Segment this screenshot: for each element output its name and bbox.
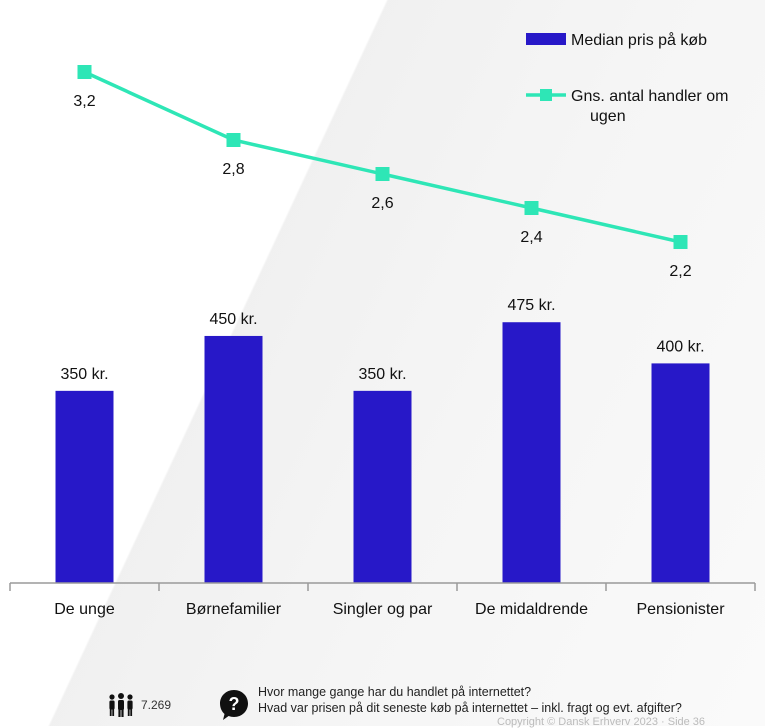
line-labels: 3,2 2,8 2,6 2,4 2,2 [73,93,691,280]
line-value-label: 2,4 [520,229,542,246]
bar-value-label: 475 kr. [507,297,555,314]
bar [353,390,412,583]
bar [651,363,710,583]
bar [55,390,114,583]
combo-chart: 350 kr. 450 kr. 350 kr. 475 kr. 400 kr. De u… [9,31,756,618]
bar-labels: 350 kr. 450 kr. 350 kr. 475 kr. 400 kr. [60,297,704,383]
line-marker [375,167,390,181]
bar-value-label: 450 kr. [209,311,257,328]
x-axis-ticks [9,583,756,591]
copyright-text: Copyright © Dansk Erhverv 2023 · Side 36 [497,716,706,728]
line-value-label: 2,6 [371,195,393,212]
x-tick-label: Pensionister [636,601,725,618]
question-bubble-icon: ? [220,690,248,720]
respondent-count-value: 7.269 [141,698,172,712]
line-marker [77,65,92,79]
question-2: Hvad var prisen på dit seneste køb på in… [258,701,682,715]
svg-text:?: ? [229,694,240,714]
x-tick-label: De midaldrende [475,601,588,618]
people-icon [109,693,133,717]
legend-swatch-line-marker [540,89,552,101]
x-axis-tick-labels: De unge Børnefamilier Singler og par De mid… [54,601,725,618]
bar [204,335,263,583]
line-marker [524,201,539,215]
line-value-label: 3,2 [73,93,95,110]
x-tick-label: De unge [54,601,115,618]
bar [502,322,561,583]
bar-value-label: 350 kr. [60,366,108,383]
legend: Median pris på køb Gns. antal handler om… [526,31,728,125]
legend-label-line: Gns. antal handler om ugen [571,88,728,125]
bar-value-label: 400 kr. [656,338,704,355]
respondent-count: 7.269 [107,692,171,718]
legend-swatch-bar [526,33,566,45]
line-value-label: 2,2 [669,263,691,280]
line-series [77,65,688,249]
bar-series [55,322,710,583]
line-marker [673,235,688,249]
x-tick-label: Børnefamilier [186,601,282,618]
survey-questions: Hvor mange gange har du handlet på inter… [258,684,682,716]
question-1: Hvor mange gange har du handlet på inter… [258,685,532,699]
line-marker [226,133,241,147]
legend-label-bar: Median pris på køb [571,31,707,49]
x-tick-label: Singler og par [333,601,433,618]
line-value-label: 2,8 [222,161,244,178]
bar-value-label: 350 kr. [358,366,406,383]
